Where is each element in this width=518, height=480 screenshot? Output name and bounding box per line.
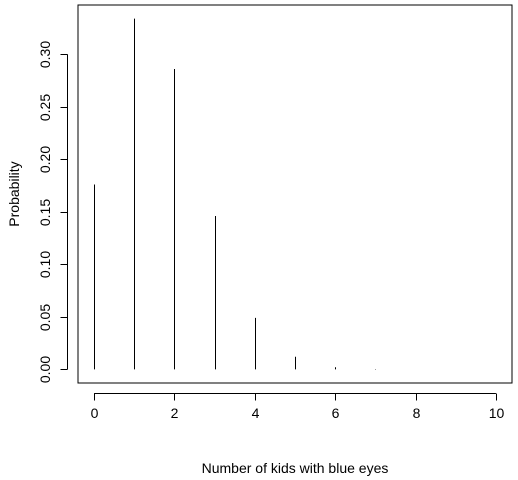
spike-series xyxy=(94,18,497,370)
y-tick-label: 0.30 xyxy=(37,41,53,68)
y-tick-label: 0.10 xyxy=(37,251,53,278)
x-tick-label: 2 xyxy=(171,405,179,421)
y-tick-label: 0.20 xyxy=(37,146,53,173)
y-axis-title: Probability xyxy=(6,161,22,226)
y-tick-label: 0.25 xyxy=(37,94,53,121)
x-axis-title: Number of kids with blue eyes xyxy=(202,460,389,476)
y-tick-label: 0.05 xyxy=(37,304,53,331)
x-tick-label: 4 xyxy=(252,405,260,421)
x-axis: 0 2 4 6 8 10 xyxy=(91,393,505,421)
x-tick-label: 0 xyxy=(91,405,99,421)
plot-box xyxy=(77,4,513,384)
y-tick-label: 0.15 xyxy=(37,199,53,226)
y-tick-label: 0.00 xyxy=(37,356,53,383)
x-tick-label: 6 xyxy=(332,405,340,421)
x-tick-label: 8 xyxy=(413,405,421,421)
x-tick-label: 10 xyxy=(489,405,505,421)
y-axis: 0.00 0.05 0.10 0.15 0.20 0.25 0.30 xyxy=(37,41,68,383)
